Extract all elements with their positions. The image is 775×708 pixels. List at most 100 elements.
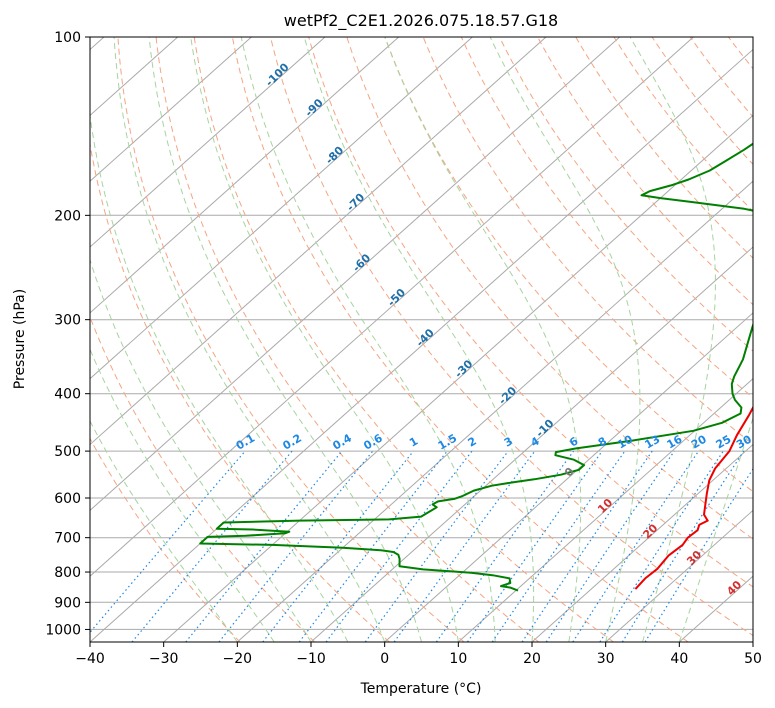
dry-adiabat-line	[155, 37, 540, 642]
y-tick-label: 800	[54, 565, 81, 581]
mixing-ratio-label: 20	[689, 432, 709, 451]
dry-adiabat-line	[346, 37, 753, 540]
mixing-ratio-line	[90, 450, 246, 634]
x-tick-label: 40	[670, 651, 688, 667]
isotherm-line	[90, 37, 252, 182]
dry-adiabat-line	[90, 140, 390, 642]
mixing-ratio-line	[521, 450, 653, 642]
isotherm-label: -40	[414, 326, 437, 349]
x-tick-label: 0	[380, 651, 389, 667]
mixing-ratio-line	[185, 450, 343, 642]
y-axis-label: Pressure (hPa)	[12, 289, 28, 389]
x-tick-label: 50	[744, 651, 762, 667]
dry-adiabat-line	[728, 37, 753, 70]
mixing-ratio-label: 0.2	[281, 432, 304, 453]
x-tick-label: 20	[523, 651, 541, 667]
dry-adiabat-line	[613, 37, 753, 213]
y-tick-label: 600	[54, 491, 81, 507]
mixing-ratio-line	[393, 450, 536, 642]
isotherm-line	[90, 37, 400, 314]
background-lines	[90, 37, 775, 642]
mixing-ratio-line	[435, 450, 575, 642]
mixing-ratio-label: 0.4	[331, 431, 355, 452]
dry-adiabat-label: 10	[595, 496, 615, 516]
profile-lines	[199, 142, 753, 592]
isotherm-line	[90, 37, 621, 512]
moist-adiabat-line	[90, 348, 275, 642]
isotherm-label: -50	[385, 286, 408, 309]
mixing-ratio-line	[644, 467, 753, 642]
y-tick-label: 100	[54, 30, 81, 46]
y-tick-label: 1000	[45, 622, 81, 638]
line-labels: 0.1 0.2 0.4 0.6 1 1.5 2 3 4 6 8 10 13 16 20 25 30-100-90…	[234, 60, 754, 598]
x-tick-label: −30	[149, 651, 179, 667]
moist-adiabat-line	[90, 258, 312, 642]
dry-adiabat-label: 40	[724, 578, 744, 598]
dry-adiabat-line	[90, 437, 241, 642]
dry-adiabat-line	[270, 37, 753, 637]
isotherm-line	[236, 180, 753, 642]
moist-adiabat-line	[629, 37, 716, 642]
dry-adiabat-line	[651, 37, 753, 166]
isotherm-label: -60	[350, 251, 373, 274]
dry-adiabat-line	[767, 37, 775, 642]
x-tick-label: −10	[296, 651, 326, 667]
dry-adiabat-line	[90, 315, 316, 642]
mixing-ratio-label: 0.6	[361, 431, 385, 452]
dry-adiabat-line	[460, 37, 753, 399]
dry-adiabat-line	[117, 37, 465, 642]
isotherm-line	[457, 378, 753, 642]
moist-adiabat-line	[240, 37, 496, 642]
isotherm-label: -30	[452, 357, 475, 380]
y-tick-label: 300	[54, 313, 81, 329]
moist-adiabat-line	[384, 37, 582, 642]
x-tick-label: −40	[75, 651, 105, 667]
isotherm-line	[605, 509, 753, 642]
isotherm-line	[384, 312, 753, 642]
mixing-ratio-line	[621, 450, 745, 642]
dry-adiabat-line	[422, 37, 753, 446]
dry-adiabat-line	[384, 37, 753, 493]
moist-adiabat-line	[90, 419, 238, 642]
dry-adiabat-line	[575, 37, 753, 259]
isotherm-line	[90, 37, 473, 380]
mixing-ratio-label: 1.5	[436, 432, 459, 453]
mixing-ratio-line	[131, 450, 293, 642]
mixing-ratio-line	[364, 450, 509, 642]
dry-adiabat-line	[193, 37, 614, 642]
isotherm-line	[90, 37, 694, 577]
isotherm-line	[163, 114, 753, 642]
plot-frame	[89, 36, 754, 643]
isotherm-label: -90	[303, 96, 326, 119]
x-tick-label: 10	[449, 651, 467, 667]
y-tick-label: 400	[54, 387, 81, 403]
moist-adiabat-line	[190, 37, 459, 642]
mixing-ratio-label: 1	[407, 435, 420, 450]
mixing-ratio-label: 2	[466, 435, 479, 450]
x-axis-label: Temperature (°C)	[360, 681, 482, 697]
x-axis: −40 −30 −20 −10 0 10 20 30 40 50	[75, 642, 762, 667]
mixing-ratio-line	[572, 450, 700, 642]
mixing-ratio-label: 0.1	[234, 432, 257, 453]
y-tick-label: 700	[54, 531, 81, 547]
mixing-ratio-line	[262, 450, 414, 642]
mixing-ratio-line	[467, 450, 603, 642]
moist-adiabat-line	[90, 111, 349, 642]
chart-title: wetPf2_C2E1.2026.075.18.57.G18	[284, 11, 558, 31]
mixing-ratio-line	[491, 450, 626, 642]
moist-adiabat-line	[113, 37, 386, 642]
isotherm-line	[90, 37, 326, 248]
y-tick-label: 900	[54, 595, 81, 611]
isotherm-line	[310, 246, 753, 642]
dry-adiabat-label: 20	[640, 521, 660, 541]
mixing-ratio-label: 3	[502, 435, 515, 450]
isotherm-label: -10	[533, 416, 556, 439]
temperature-line	[634, 405, 753, 590]
moist-adiabat-line	[303, 37, 535, 642]
moist-adiabat-line	[489, 37, 641, 642]
mixing-ratio-label: 10	[615, 432, 635, 451]
isotherm-line	[531, 443, 753, 642]
y-tick-label: 200	[54, 208, 81, 224]
dry-adiabat-line	[231, 37, 689, 642]
